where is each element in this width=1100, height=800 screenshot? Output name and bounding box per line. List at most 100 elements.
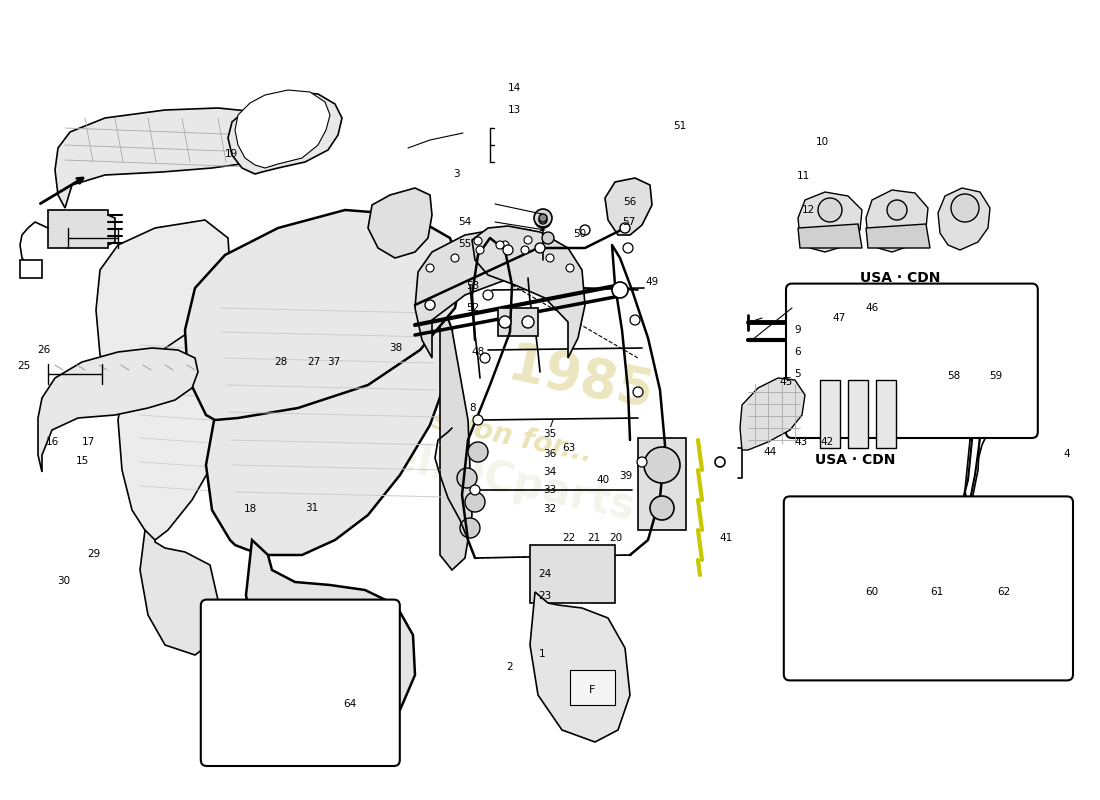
- Circle shape: [480, 353, 490, 363]
- Text: 18: 18: [244, 504, 257, 514]
- Text: 12: 12: [802, 205, 815, 214]
- Text: 53: 53: [466, 282, 480, 291]
- Polygon shape: [39, 348, 198, 472]
- Text: 22: 22: [562, 533, 575, 542]
- Text: 16: 16: [46, 438, 59, 447]
- Text: 43: 43: [794, 438, 807, 447]
- Circle shape: [580, 225, 590, 235]
- Circle shape: [952, 194, 979, 222]
- Circle shape: [546, 254, 554, 262]
- Bar: [930, 598, 988, 640]
- Text: 1985: 1985: [503, 339, 657, 421]
- Circle shape: [521, 246, 529, 254]
- Polygon shape: [440, 298, 472, 570]
- Circle shape: [539, 214, 547, 222]
- Polygon shape: [866, 224, 930, 248]
- Bar: [820, 380, 840, 448]
- Text: 54: 54: [459, 218, 472, 227]
- Text: selfOCparts: selfOCparts: [362, 431, 639, 529]
- Text: 5: 5: [794, 370, 801, 379]
- Text: 37: 37: [327, 357, 340, 366]
- Circle shape: [623, 243, 632, 253]
- Text: 29: 29: [87, 550, 100, 559]
- Text: 26: 26: [37, 345, 51, 354]
- Circle shape: [465, 492, 485, 512]
- Text: 64: 64: [343, 699, 356, 709]
- Circle shape: [715, 457, 725, 467]
- Text: 15: 15: [76, 456, 89, 466]
- Circle shape: [499, 316, 512, 328]
- Polygon shape: [96, 220, 230, 380]
- Text: 47: 47: [833, 313, 846, 322]
- Circle shape: [637, 457, 647, 467]
- Circle shape: [522, 316, 534, 328]
- Circle shape: [921, 315, 935, 329]
- Text: 39: 39: [619, 471, 632, 481]
- Circle shape: [500, 241, 509, 249]
- Circle shape: [539, 216, 547, 224]
- Text: 57: 57: [623, 218, 636, 227]
- Text: 33: 33: [543, 486, 557, 495]
- Circle shape: [456, 468, 477, 488]
- Polygon shape: [48, 210, 116, 248]
- Text: 21: 21: [587, 533, 601, 542]
- Text: 23: 23: [538, 591, 551, 601]
- Circle shape: [473, 415, 483, 425]
- Circle shape: [612, 282, 628, 298]
- Text: 25: 25: [18, 361, 31, 370]
- Circle shape: [483, 290, 493, 300]
- Text: 50: 50: [573, 229, 586, 238]
- Polygon shape: [866, 190, 928, 252]
- Bar: [848, 380, 868, 448]
- Polygon shape: [938, 188, 990, 250]
- Text: USA · CDN: USA · CDN: [860, 271, 940, 285]
- Text: 35: 35: [543, 430, 557, 439]
- Circle shape: [425, 300, 435, 310]
- Text: 45: 45: [780, 378, 793, 387]
- Text: 6: 6: [794, 347, 801, 357]
- Polygon shape: [55, 108, 282, 208]
- Text: F: F: [339, 678, 345, 691]
- Text: 19: 19: [224, 149, 238, 158]
- Text: 40: 40: [596, 475, 609, 485]
- Text: 31: 31: [305, 503, 318, 513]
- Text: 3: 3: [453, 170, 460, 179]
- Text: 24: 24: [538, 570, 551, 579]
- Circle shape: [451, 254, 459, 262]
- Polygon shape: [530, 592, 630, 742]
- Circle shape: [534, 209, 552, 227]
- Text: 60: 60: [866, 587, 879, 597]
- Circle shape: [947, 607, 971, 631]
- Text: 30: 30: [57, 576, 70, 586]
- Text: 56: 56: [624, 197, 637, 206]
- Text: 17: 17: [81, 438, 95, 447]
- Polygon shape: [605, 178, 652, 235]
- FancyBboxPatch shape: [201, 600, 399, 766]
- Text: 8: 8: [470, 403, 476, 413]
- Circle shape: [818, 198, 842, 222]
- Polygon shape: [118, 318, 232, 540]
- Polygon shape: [798, 224, 862, 248]
- Circle shape: [644, 447, 680, 483]
- Circle shape: [476, 246, 484, 254]
- Circle shape: [921, 333, 935, 347]
- Circle shape: [503, 245, 513, 255]
- Circle shape: [468, 442, 488, 462]
- Text: 13: 13: [508, 106, 521, 115]
- Text: 38: 38: [389, 343, 403, 353]
- Polygon shape: [368, 188, 432, 258]
- Circle shape: [524, 236, 532, 244]
- Text: 2: 2: [506, 662, 513, 672]
- Text: a passion for...: a passion for...: [364, 392, 595, 468]
- Text: 55: 55: [459, 239, 472, 249]
- Polygon shape: [206, 282, 452, 555]
- Circle shape: [535, 243, 544, 253]
- Circle shape: [535, 212, 551, 228]
- Bar: [530, 545, 615, 603]
- Bar: [638, 438, 686, 530]
- Text: 44: 44: [763, 447, 777, 457]
- Circle shape: [650, 496, 674, 520]
- Circle shape: [470, 485, 480, 495]
- Circle shape: [474, 237, 482, 245]
- Text: 48: 48: [472, 347, 485, 357]
